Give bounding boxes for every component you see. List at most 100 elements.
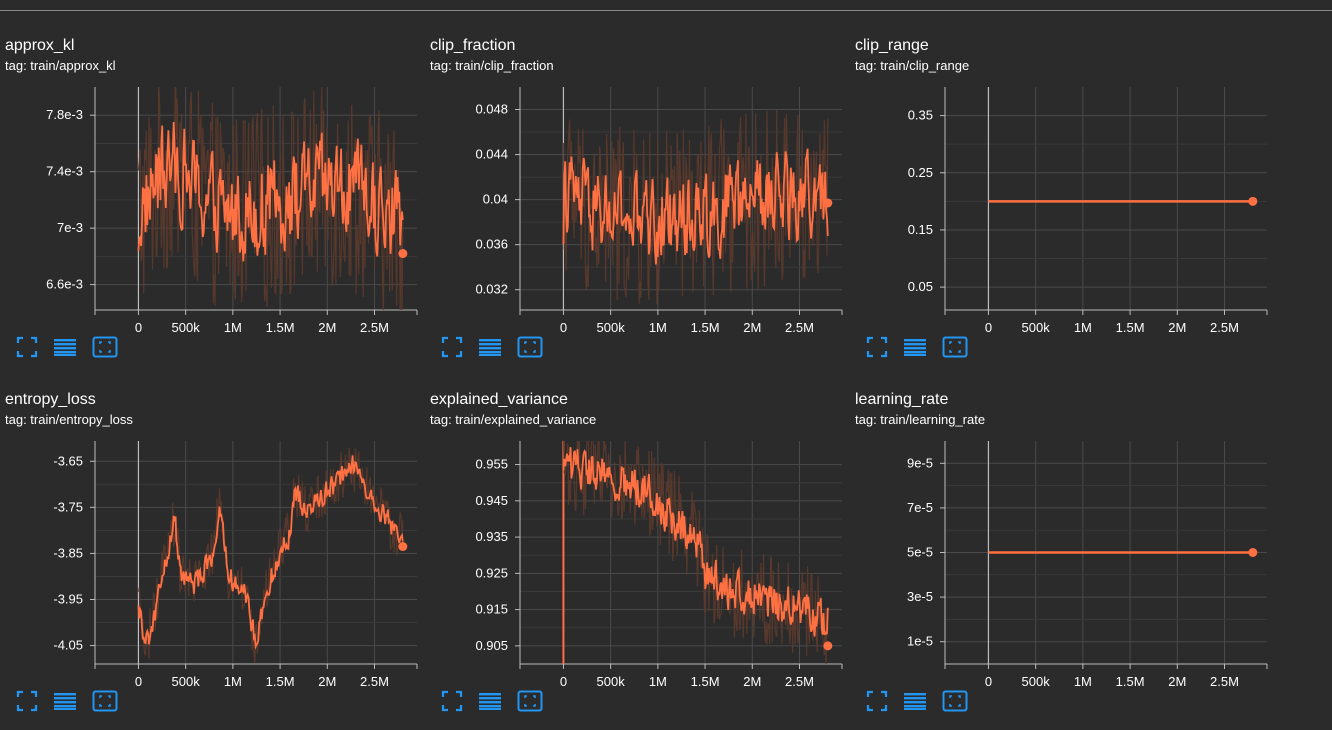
chart-plot[interactable]: 0 500k 1M 1.5M 2M 2.5M 1e-5 3e-5 5e-5 7e-5 9e-5 [850, 354, 1270, 699]
list-bar [54, 343, 76, 346]
x-tick-label: 1M [224, 320, 242, 335]
list-icon[interactable] [477, 688, 503, 714]
last-value-point [823, 641, 833, 651]
y-tick-label: 0.945 [475, 493, 508, 508]
list-bar [54, 354, 76, 356]
fit-frame [942, 336, 968, 358]
chart-title: approx_kl [5, 37, 75, 54]
fullscreen-icon[interactable] [439, 688, 465, 714]
list-bar [904, 705, 926, 708]
x-tick-label: 2.5M [785, 674, 814, 689]
x-tick-label: 2.5M [785, 320, 814, 335]
fit-domain-icon[interactable] [942, 334, 968, 360]
list-icon[interactable] [902, 688, 928, 714]
x-tick-label: 500k [1022, 320, 1051, 335]
chart-plot[interactable]: 0 500k 1M 1.5M 2M 2.5M -4.05 -3.95 -3.85 -3.75 -3.… [0, 354, 420, 699]
series-smoothed-line [562, 447, 829, 637]
fullscreen-glyph [866, 336, 888, 358]
fullscreen-glyph [866, 690, 888, 712]
y-tick-label: 0.925 [475, 565, 508, 580]
last-value-point [398, 249, 408, 259]
fit-domain-icon[interactable] [92, 334, 118, 360]
list-icon[interactable] [52, 334, 78, 360]
fit-domain-icon[interactable] [942, 688, 968, 714]
y-tick-label: -3.85 [53, 545, 83, 560]
last-value-point [823, 198, 833, 208]
x-tick-label: 2M [318, 674, 336, 689]
y-tick-label: 6.6e-3 [46, 277, 83, 292]
y-tick-label: -3.65 [53, 453, 83, 468]
list-bar [54, 701, 76, 704]
fit-domain-icon[interactable] [92, 688, 118, 714]
x-tick-label: 0 [135, 320, 142, 335]
x-tick-label: 500k [1022, 674, 1051, 689]
fit-corners [949, 695, 961, 707]
list-icon[interactable] [902, 334, 928, 360]
list-bar [479, 705, 501, 708]
x-tick-label: 1.5M [266, 320, 295, 335]
chart-plot[interactable]: 0 500k 1M 1.5M 2M 2.5M 0.905 0.915 0.925 0.935 0.9… [425, 354, 845, 699]
fit-domain-icon[interactable] [517, 334, 543, 360]
list-bar [479, 351, 501, 354]
y-tick-label: -3.95 [53, 591, 83, 606]
fullscreen-glyph [16, 336, 38, 358]
chart-title: entropy_loss [5, 391, 96, 408]
list-bar [904, 354, 926, 356]
x-tick-label: 0 [985, 674, 992, 689]
chart-tag: tag: train/learning_rate [855, 412, 986, 427]
list-bar [904, 343, 926, 346]
fullscreen-icon[interactable] [439, 334, 465, 360]
x-tick-label: 1M [649, 320, 667, 335]
x-tick-label: 2.5M [1210, 674, 1239, 689]
last-value-point [398, 542, 408, 552]
y-tick-label: -3.75 [53, 499, 83, 514]
x-tick-label: 1.5M [1116, 320, 1145, 335]
list-bar [54, 705, 76, 708]
x-tick-label: 2M [1168, 320, 1186, 335]
x-tick-label: 2M [318, 320, 336, 335]
list-bar [54, 708, 76, 710]
x-tick-label: 2M [1168, 674, 1186, 689]
fit-frame [942, 690, 968, 712]
chart-plot[interactable]: 0 500k 1M 1.5M 2M 2.5M 6.6e-3 7e-3 7.4e-3 7.8e-3 [0, 0, 420, 345]
series-group [562, 109, 829, 305]
fullscreen-icon[interactable] [14, 334, 40, 360]
x-tick-label: 2.5M [360, 674, 389, 689]
x-tick-label: 1M [1074, 674, 1092, 689]
series-smoothed-line [137, 455, 404, 650]
fullscreen-icon[interactable] [864, 334, 890, 360]
fit-corners [524, 341, 536, 353]
fit-corners [949, 341, 961, 353]
y-tick-label: 7.8e-3 [46, 107, 83, 122]
chart-title: explained_variance [430, 391, 568, 408]
grid [945, 87, 1267, 310]
y-tick-label: 0.036 [475, 237, 508, 252]
fit-frame [92, 336, 118, 358]
x-tick-label: 2M [743, 674, 761, 689]
y-tick-label: -4.05 [53, 638, 83, 653]
list-bar [904, 347, 926, 350]
chart-card-learning-rate: learning_rate tag: train/learning_rate 0… [850, 354, 1270, 712]
list-bar [479, 701, 501, 704]
y-tick-label: 0.905 [475, 638, 508, 653]
y-tick-label: 0.05 [908, 279, 933, 294]
fullscreen-icon[interactable] [864, 688, 890, 714]
fullscreen-icon[interactable] [14, 688, 40, 714]
chart-plot[interactable]: 0 500k 1M 1.5M 2M 2.5M 0.05 0.15 0.25 0.35 [850, 0, 1270, 345]
x-tick-label: 2M [743, 320, 761, 335]
x-tick-label: 1.5M [691, 320, 720, 335]
chart-plot[interactable]: 0 500k 1M 1.5M 2M 2.5M 0.032 0.036 0.04 0.044 0.04… [425, 0, 845, 345]
list-bar [54, 347, 76, 350]
list-icon[interactable] [52, 688, 78, 714]
chart-tag: tag: train/approx_kl [5, 58, 116, 73]
list-icon[interactable] [477, 334, 503, 360]
series-group [562, 441, 829, 664]
list-bar [479, 693, 501, 696]
x-tick-label: 0 [560, 674, 567, 689]
y-tick-label: 7e-5 [907, 500, 933, 515]
x-tick-label: 1.5M [1116, 674, 1145, 689]
chart-tag: tag: train/clip_range [855, 58, 970, 73]
series-group [137, 447, 404, 663]
fit-domain-icon[interactable] [517, 688, 543, 714]
y-tick-label: 0.048 [475, 102, 508, 117]
